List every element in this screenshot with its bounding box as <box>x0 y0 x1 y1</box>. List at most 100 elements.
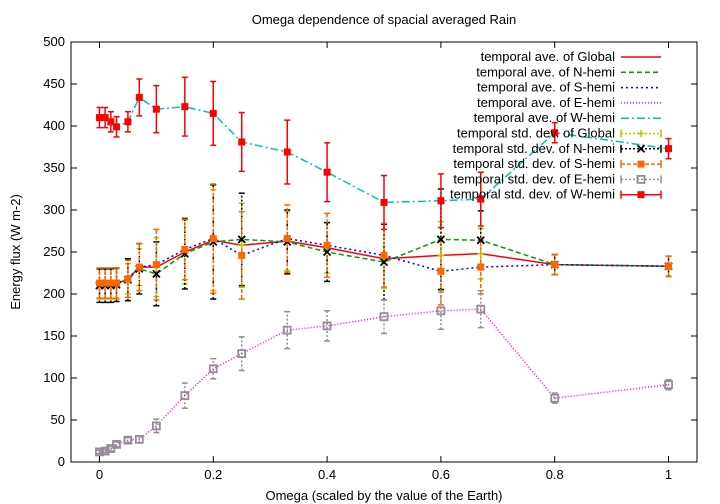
error-series <box>96 289 672 455</box>
y-tick-label: 0 <box>58 454 65 469</box>
legend-label: temporal ave. of S-hemi <box>477 80 615 95</box>
data-point <box>550 393 560 403</box>
y-tick-label: 200 <box>43 286 65 301</box>
legend-marker <box>637 130 645 137</box>
x-axis-label: Omega (scaled by the value of the Earth) <box>265 488 502 503</box>
data-point <box>437 267 445 275</box>
legend-entry: temporal ave. of W-hemi <box>474 110 661 125</box>
data-point <box>208 364 218 374</box>
data-point <box>322 321 332 331</box>
y-tick-label: 350 <box>43 160 65 175</box>
data-point <box>664 380 673 390</box>
data-point <box>237 349 247 359</box>
legend-label: temporal std. dev. of E-hemi <box>453 171 615 186</box>
data-point <box>151 421 161 431</box>
marker-stroke <box>237 235 246 244</box>
legend-label: temporal std. dev. of W-hemi <box>450 187 615 202</box>
data-point <box>95 279 103 287</box>
x-tick-label: 0 <box>96 467 103 482</box>
data-point <box>437 197 445 205</box>
data-point <box>152 105 160 113</box>
y-tick-label: 50 <box>51 412 65 427</box>
legend-entry: temporal ave. of Global <box>481 49 661 64</box>
y-tick-label: 500 <box>43 34 65 49</box>
x-tick-label: 0.6 <box>432 467 450 482</box>
legend-label: temporal ave. of W-hemi <box>474 110 615 125</box>
data-point <box>437 251 445 259</box>
data-point <box>436 235 446 244</box>
legend-entry: temporal ave. of N-hemi <box>476 64 661 79</box>
data-point <box>237 235 246 244</box>
y-tick-label: 250 <box>43 244 65 259</box>
error-series-markers <box>95 304 673 457</box>
error-series-markers <box>95 93 673 206</box>
data-point <box>551 261 559 269</box>
data-point <box>123 435 133 445</box>
x-tick-label: 0.8 <box>546 467 564 482</box>
data-point <box>95 114 103 122</box>
series-line <box>99 308 669 453</box>
legend-label: temporal std. dev. of Global <box>457 126 615 141</box>
legend-marker <box>636 174 646 184</box>
data-point <box>112 439 121 449</box>
x-tick-label: 0.4 <box>318 467 336 482</box>
data-point <box>323 241 331 249</box>
marker-stroke <box>636 144 646 153</box>
data-point <box>551 129 559 137</box>
legend-entry: temporal std. dev. of N-hemi <box>453 141 662 156</box>
data-point <box>135 263 143 271</box>
legend-label: temporal std. dev. of S-hemi <box>453 156 615 171</box>
marker-stroke <box>436 235 446 244</box>
y-tick-label: 300 <box>43 202 65 217</box>
legend-label: temporal ave. of Global <box>481 49 616 64</box>
data-point <box>283 148 291 156</box>
data-point <box>181 103 189 111</box>
legend-label: temporal std. dev. of N-hemi <box>453 141 615 156</box>
marker-stroke <box>152 269 161 278</box>
x-tick-label: 0.2 <box>204 467 222 482</box>
legend-marker <box>636 144 646 153</box>
data-point <box>113 123 121 131</box>
marker-stroke <box>322 247 332 257</box>
data-point <box>209 235 217 243</box>
legend-entry: temporal std. dev. of S-hemi <box>453 156 662 171</box>
data-point <box>238 241 246 249</box>
data-point <box>113 279 121 287</box>
data-point <box>107 279 115 287</box>
data-point <box>152 269 161 278</box>
data-point <box>477 250 485 258</box>
data-point <box>180 391 190 401</box>
data-point <box>283 235 291 243</box>
data-point <box>238 251 246 259</box>
data-point <box>380 198 388 206</box>
marker-stroke <box>379 257 389 267</box>
data-point <box>436 306 446 316</box>
data-point <box>665 145 673 153</box>
data-point <box>379 312 389 322</box>
data-point <box>100 446 110 456</box>
legend-label: temporal ave. of N-hemi <box>476 64 615 79</box>
error-series-markers <box>95 235 673 287</box>
data-point <box>135 93 143 101</box>
legend-entry: temporal ave. of E-hemi <box>477 95 661 110</box>
data-point <box>101 114 109 122</box>
data-point <box>181 245 189 253</box>
data-point <box>380 251 388 259</box>
marker-stroke <box>476 236 485 245</box>
data-point <box>124 275 132 283</box>
data-point <box>282 325 292 335</box>
data-point <box>238 138 246 146</box>
legend-marker <box>637 191 645 199</box>
y-tick-label: 100 <box>43 370 65 385</box>
data-point <box>124 118 132 126</box>
y-axis-label: Energy flux (W m-2) <box>8 194 23 310</box>
y-tick-label: 150 <box>43 328 65 343</box>
data-point <box>323 168 331 176</box>
data-point <box>322 247 332 257</box>
legend-label: temporal ave. of E-hemi <box>477 95 615 110</box>
chart-title: Omega dependence of spacial averaged Rai… <box>252 12 517 27</box>
data-point <box>95 447 104 457</box>
axes: 0 50 100 150 200 250 300 350 400 450 500 0 0.2 0.4 0.6… <box>43 34 698 482</box>
